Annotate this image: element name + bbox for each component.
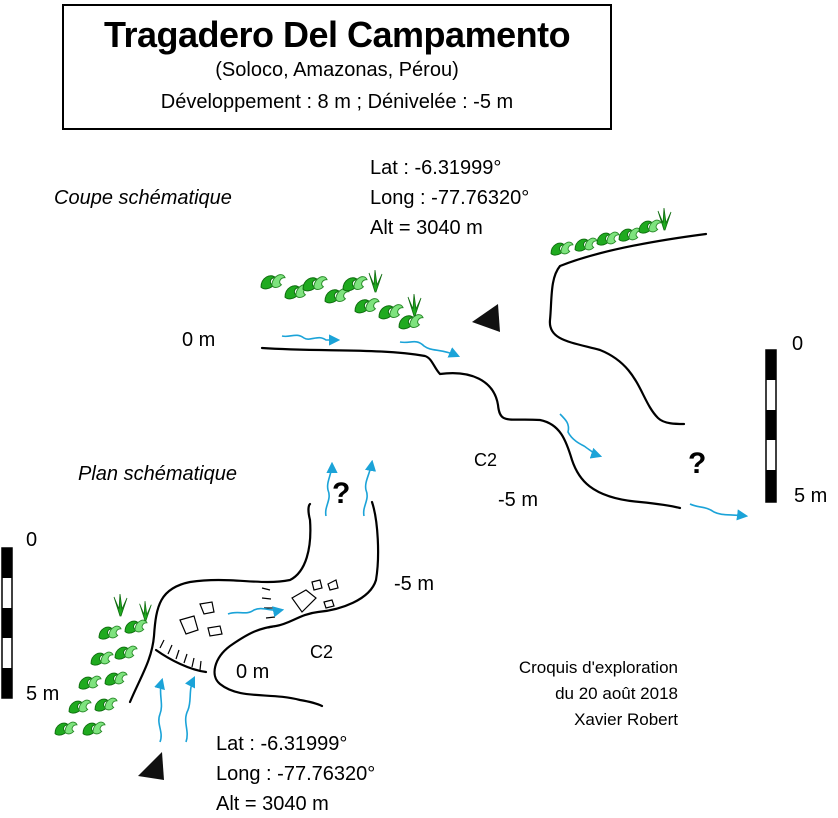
- plan-scale-bottom: 5 m: [26, 683, 60, 705]
- plan-scale-top: 0: [26, 529, 38, 551]
- plan-water-arrows: [154, 459, 377, 743]
- plan-long: Long : -77.76320°: [216, 763, 376, 785]
- section-level-bottom: -5 m: [498, 489, 538, 511]
- section-level-top: 0 m: [182, 329, 216, 351]
- plan-entrance-icon: [138, 752, 164, 780]
- plan-passage-label: C2: [310, 642, 334, 662]
- plan-level-entrance: 0 m: [236, 661, 270, 683]
- section-scale-top: 0: [792, 333, 804, 355]
- title-box: Tragadero Del Campamento (Soloco, Amazon…: [62, 4, 612, 130]
- section-passage-label: C2: [474, 450, 498, 470]
- plan-scale-bar: [1, 547, 13, 699]
- section-scale-bar: [765, 349, 777, 503]
- section-long: Long : -77.76320°: [370, 187, 530, 209]
- plan-lat: Lat : -6.31999°: [216, 733, 348, 755]
- cave-stats: Développement : 8 m ; Dénivelée : -5 m: [160, 91, 514, 113]
- section-alt: Alt = 3040 m: [370, 217, 483, 239]
- section-water-arrows: [281, 334, 749, 521]
- plan-heading: Plan schématique: [78, 463, 237, 485]
- credits-line-2: du 20 août 2018: [555, 684, 678, 703]
- section-scale-bottom: 5 m: [794, 485, 828, 507]
- plan-level-bottom: -5 m: [394, 573, 434, 595]
- section-cave-outline: [260, 232, 708, 510]
- plan-slope-hatching: [159, 587, 278, 671]
- section-unknown-mark: ?: [688, 447, 707, 480]
- plan-cave-outline: [128, 500, 380, 708]
- section-heading: Coupe schématique: [54, 187, 232, 209]
- credits-line-1: Croquis d'exploration: [518, 658, 678, 677]
- plan-unknown-mark: ?: [332, 477, 351, 510]
- plan-boulders: [179, 579, 339, 637]
- section-lat: Lat : -6.31999°: [370, 157, 502, 179]
- plan-vegetation: [54, 593, 152, 736]
- cave-location: (Soloco, Amazonas, Pérou): [215, 59, 459, 81]
- plan-alt: Alt = 3040 m: [216, 793, 329, 815]
- cave-title: Tragadero Del Campamento: [103, 14, 571, 55]
- credits-line-3: Xavier Robert: [574, 710, 678, 729]
- section-entrance-icon: [472, 304, 500, 332]
